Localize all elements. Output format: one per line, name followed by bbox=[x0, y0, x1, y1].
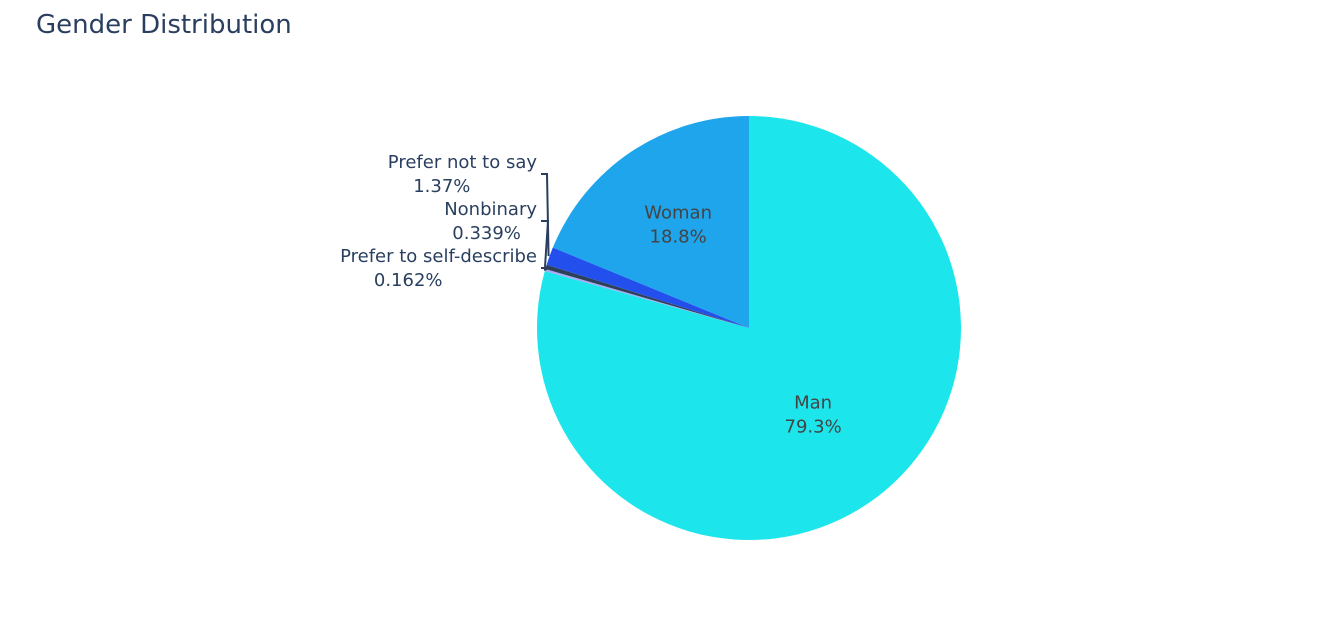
connector-line-prefer-to-self-describe bbox=[541, 267, 550, 272]
pie-slices bbox=[537, 116, 962, 540]
slice-percent-prefer-not-to-say: 1.37% bbox=[413, 176, 470, 197]
slice-percent-prefer-to-self-describe: 0.162% bbox=[374, 270, 443, 291]
pie-slice-nonbinary[interactable] bbox=[545, 264, 749, 328]
slice-label-prefer-to-self-describe: Prefer to self-describe bbox=[340, 246, 537, 267]
slice-label-prefer-not-to-say: Prefer not to say bbox=[388, 152, 538, 173]
connector-line-nonbinary bbox=[541, 220, 550, 267]
slice-percent-nonbinary: 0.339% bbox=[452, 223, 521, 244]
slice-label-woman: Woman bbox=[644, 202, 712, 223]
slice-percent-man: 79.3% bbox=[785, 416, 842, 437]
slice-percent-woman: 18.8% bbox=[650, 226, 707, 247]
pie-slice-prefer-not-to-say[interactable] bbox=[546, 247, 749, 328]
pie-labels: Man 79.3% Woman 18.8% Prefer not to say 1.37%… bbox=[340, 152, 842, 437]
slice-label-man: Man bbox=[794, 392, 832, 413]
chart-title: Gender Distribution bbox=[36, 10, 292, 40]
pie-slice-woman[interactable] bbox=[552, 116, 749, 328]
slice-label-nonbinary: Nonbinary bbox=[444, 199, 537, 220]
pie-slice-prefer-to-self-describe[interactable] bbox=[544, 269, 749, 328]
